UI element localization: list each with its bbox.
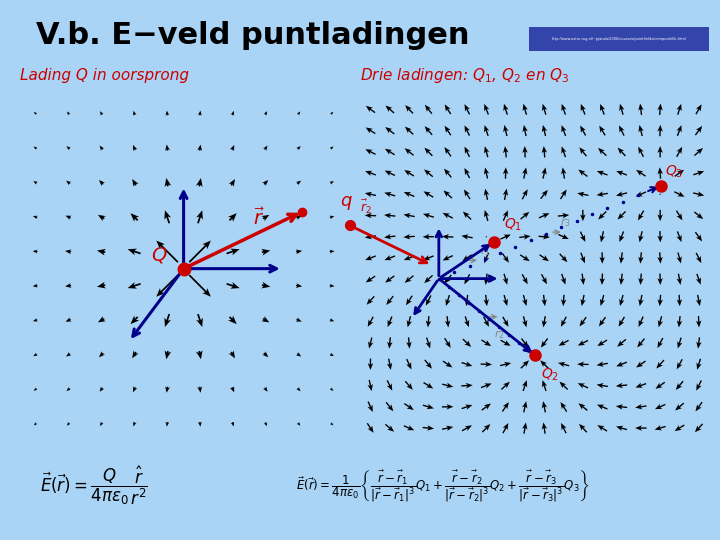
Text: $\vec{E}(\vec{r}) = \dfrac{1}{4\pi\varepsilon_0}\left\{\dfrac{\vec{r}-\vec{r}_1}: $\vec{E}(\vec{r}) = \dfrac{1}{4\pi\varep… xyxy=(296,468,590,504)
Text: $q$: $q$ xyxy=(340,193,353,212)
Text: $r_3$: $r_3$ xyxy=(560,217,571,230)
Text: Q: Q xyxy=(151,246,166,265)
Bar xyxy=(529,27,709,51)
Text: $Q_2$: $Q_2$ xyxy=(541,366,559,383)
Text: $Q_3$: $Q_3$ xyxy=(665,164,683,180)
Text: $\vec{E}(\vec{r}) = \dfrac{Q}{4\pi\varepsilon_0}\dfrac{\hat{r}}{r^2}$: $\vec{E}(\vec{r}) = \dfrac{Q}{4\pi\varep… xyxy=(40,464,148,508)
Text: V.b. E−veld puntladingen: V.b. E−veld puntladingen xyxy=(36,21,469,50)
Text: $r_2$: $r_2$ xyxy=(494,328,504,341)
Text: $r_1$: $r_1$ xyxy=(480,245,491,258)
Text: $Q_1$: $Q_1$ xyxy=(504,217,522,233)
Text: Drie ladingen: Q$_1$, Q$_2$ en Q$_3$: Drie ladingen: Q$_1$, Q$_2$ en Q$_3$ xyxy=(359,66,570,85)
Text: Lading Q in oorsprong: Lading Q in oorsprong xyxy=(20,68,189,83)
Text: http://www.astro.rug.nl/~pjatula/2006/courses/pointfields/computeklib.html: http://www.astro.rug.nl/~pjatula/2006/co… xyxy=(552,37,687,41)
Text: $\vec{r}_2$: $\vec{r}_2$ xyxy=(360,198,372,217)
Text: $\vec{r}$: $\vec{r}$ xyxy=(253,207,264,228)
